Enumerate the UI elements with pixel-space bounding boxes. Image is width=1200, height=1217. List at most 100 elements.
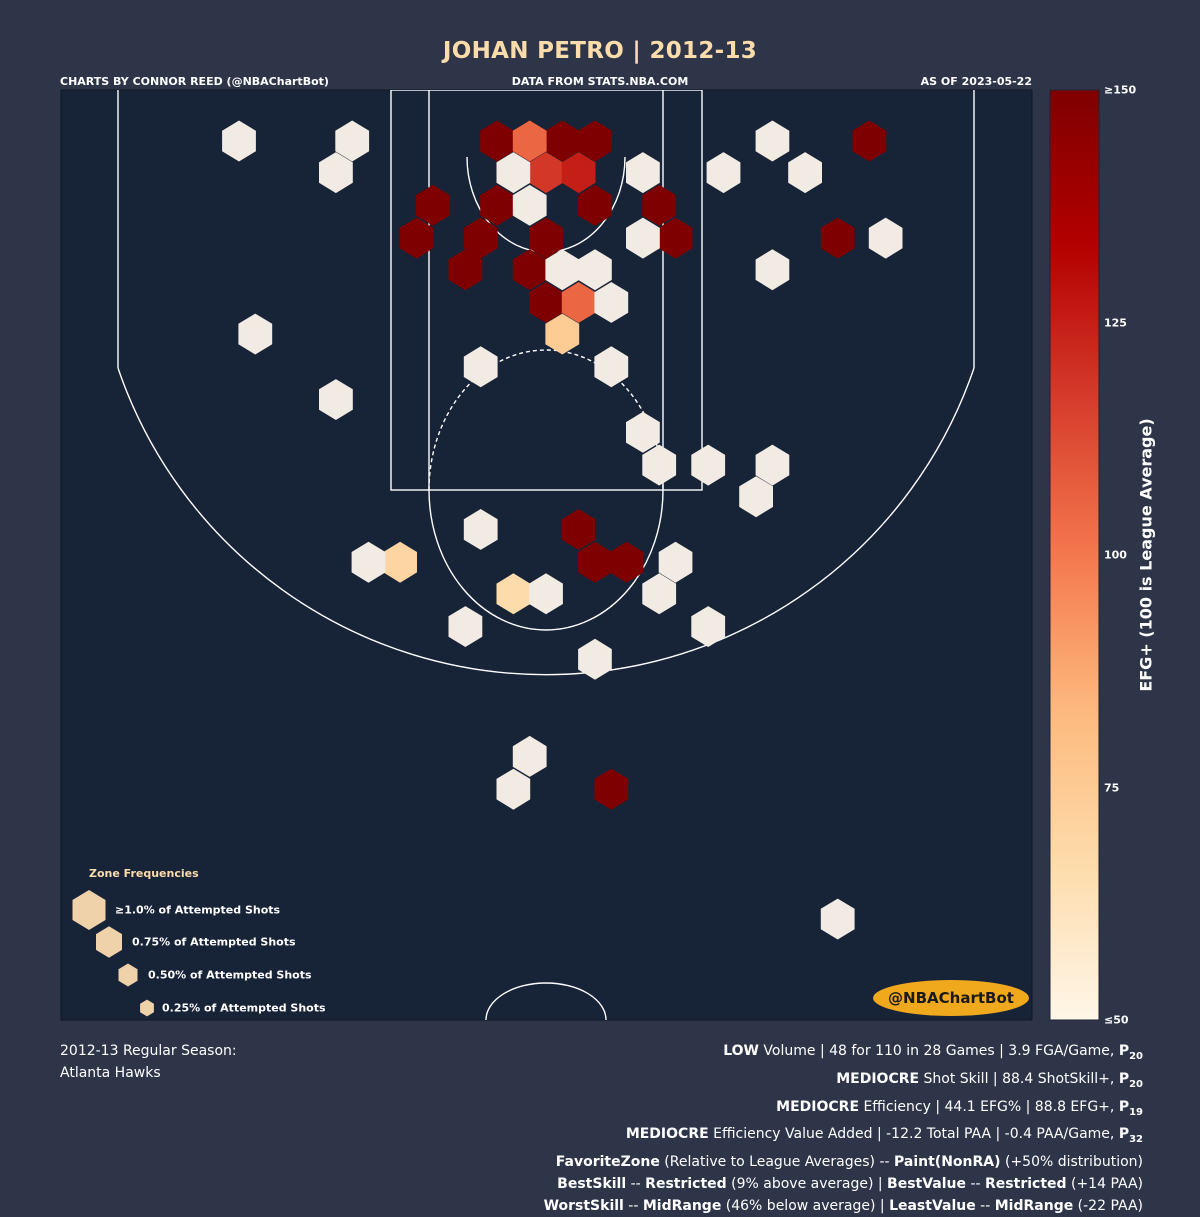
- colorbar-label: EFG+ (100 is League Average): [1136, 418, 1156, 692]
- free-throw-circle-bottom: [428, 489, 664, 631]
- shot-hex: [545, 249, 580, 291]
- stat-line: LOW Volume | 48 for 110 in 28 Games | 3.…: [544, 1040, 1143, 1068]
- stat-segment: 20: [1129, 1050, 1143, 1062]
- credit-source: DATA FROM STATS.NBA.COM: [511, 75, 689, 88]
- stat-line: BestSkill -- Restricted (9% above averag…: [544, 1173, 1143, 1195]
- shot-hex: [594, 282, 629, 323]
- shot-hex: [561, 509, 596, 550]
- stat-segment: (-22 PAA): [1073, 1198, 1143, 1215]
- shot-hex: [529, 152, 563, 194]
- shot-hex: [755, 120, 790, 162]
- shot-hex: [496, 768, 531, 810]
- shot-hex: [594, 346, 629, 388]
- shot-hex: [868, 217, 903, 259]
- shot-hex: [642, 444, 677, 486]
- shot-hex: [594, 768, 629, 810]
- stat-segment: Paint(NonRA): [894, 1154, 1001, 1171]
- shot-hex: [609, 541, 644, 583]
- shot-hex: [626, 152, 660, 194]
- colorbar-tick-label: 100: [1104, 548, 1127, 562]
- legend-label: ≥1.0% of Attempted Shots: [115, 903, 281, 917]
- shot-hex: [706, 152, 741, 194]
- shot-hex: [642, 184, 677, 226]
- shot-hex: [545, 120, 580, 162]
- shot-hex: [496, 573, 531, 615]
- stat-segment: MEDIOCRE: [776, 1098, 860, 1115]
- shot-hex: [820, 217, 855, 259]
- shot-hex: [578, 184, 612, 226]
- shot-hex: [351, 541, 386, 583]
- stat-segment: BestValue: [887, 1176, 966, 1193]
- team-line: Atlanta Hawks: [60, 1065, 161, 1081]
- stat-segment: (9% above average) |: [726, 1176, 888, 1193]
- stat-segment: Restricted: [985, 1176, 1067, 1193]
- shot-hex: [480, 184, 514, 226]
- stat-segment: 19: [1129, 1106, 1143, 1118]
- shot-hex: [512, 184, 547, 226]
- colorbar: [1049, 89, 1100, 1021]
- stat-line: MEDIOCRE Shot Skill | 88.4 ShotSkill+, P…: [544, 1068, 1143, 1096]
- shot-hex: [578, 638, 612, 680]
- legend-hex: [118, 963, 138, 987]
- shot-hex: [480, 120, 514, 162]
- shot-hex: [642, 573, 677, 615]
- shot-hex: [739, 476, 773, 518]
- shot-hex: [238, 313, 273, 355]
- stat-segment: WorstSkill: [543, 1198, 624, 1215]
- legend-label: 0.75% of Attempted Shots: [132, 935, 296, 949]
- shot-hex: [626, 217, 660, 259]
- legend-hexes: [72, 890, 154, 1017]
- stat-segment: P: [1118, 1126, 1130, 1143]
- stat-segment: MidRange: [642, 1198, 722, 1215]
- shot-hex: [415, 184, 450, 226]
- shot-hex: [529, 573, 563, 615]
- shot-hex: [319, 152, 353, 194]
- shot-hex: [578, 541, 612, 583]
- legend-label: 0.50% of Attempted Shots: [148, 968, 312, 982]
- legend-hex: [72, 890, 106, 930]
- stat-segment: --: [966, 1176, 986, 1193]
- shot-hex: [788, 152, 822, 194]
- stat-segment: LOW: [723, 1043, 759, 1059]
- shot-hex: [512, 120, 547, 162]
- colorbar-tick-label: ≥150: [1104, 83, 1137, 97]
- shot-hex: [658, 217, 693, 259]
- stat-segment: Volume | 48 for 110 in 28 Games | 3.9 FG…: [758, 1043, 1119, 1059]
- shot-hex: [335, 120, 370, 162]
- outer-paint: [390, 90, 703, 491]
- shot-hex: [658, 541, 693, 583]
- colorbar-tick-label: ≤50: [1104, 1013, 1129, 1027]
- stat-segment: 32: [1129, 1134, 1143, 1146]
- stat-segment: --: [623, 1198, 643, 1215]
- shot-hex: [578, 120, 612, 162]
- season-line: 2012-13 Regular Season:: [60, 1043, 237, 1059]
- stat-segment: --: [626, 1176, 646, 1193]
- shot-hex: [399, 217, 434, 259]
- shot-hex: [512, 735, 547, 777]
- stat-segment: P: [1118, 1070, 1130, 1087]
- stat-segment: P: [1118, 1043, 1130, 1059]
- shot-hex: [820, 898, 855, 940]
- shot-hex: [463, 509, 498, 550]
- legend-label: 0.25% of Attempted Shots: [162, 1001, 326, 1015]
- stat-segment: Shot Skill | 88.4 ShotSkill+,: [919, 1070, 1119, 1087]
- shot-hex: [463, 217, 498, 259]
- legend-hex: [140, 999, 154, 1017]
- stat-segment: FavoriteZone: [555, 1154, 660, 1171]
- shot-hex: [755, 444, 790, 486]
- credit-date: AS OF 2023-05-22: [920, 75, 1032, 88]
- stat-segment: --: [975, 1198, 995, 1215]
- stat-segment: (Relative to League Averages) --: [659, 1154, 895, 1171]
- shot-hex: [448, 249, 483, 291]
- shot-hex: [578, 249, 612, 291]
- hex-layer: [222, 120, 903, 940]
- shot-hex: [529, 217, 563, 259]
- season-info: 2012-13 Regular Season: Atlanta Hawks: [60, 1040, 237, 1084]
- shot-hex: [383, 541, 417, 583]
- three-point-arc: [117, 367, 975, 676]
- credit-author: CHARTS BY CONNOR REED (@NBAChartBot): [60, 75, 329, 88]
- shot-hex: [496, 152, 531, 194]
- shot-hex: [222, 120, 256, 162]
- chart-title: JOHAN PETRO | 2012-13: [442, 38, 758, 64]
- shot-hex: [545, 313, 580, 355]
